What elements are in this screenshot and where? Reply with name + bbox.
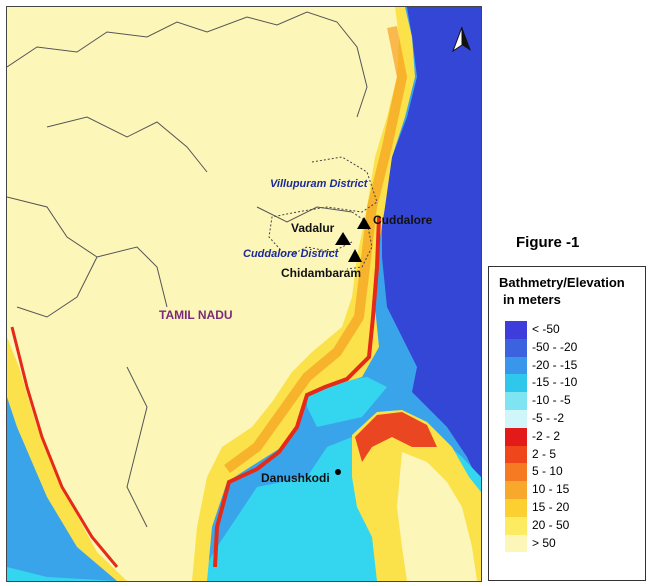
district-boundary-cuddalore [346,211,373,270]
figure-title: Figure -1 [516,234,580,251]
legend-label: -10 - -5 [532,393,571,408]
tamil-nadu-label: TAMIL NADU [159,308,233,322]
legend-label: -5 - -2 [532,410,565,425]
legend-label: -50 - -20 [532,339,578,354]
legend-label: 15 - 20 [532,499,570,514]
bathymetry-map [7,7,481,581]
legend-swatch [505,427,527,446]
legend-swatch [505,321,527,339]
vadalur-label: Vadalur [291,221,335,235]
danushkodi-label: Danushkodi [261,471,330,485]
villupuram-district-label: Villupuram District [270,178,368,190]
legend-label: -20 - -15 [532,357,578,372]
triangle-icon-vadalur [335,232,351,245]
legend-label: 5 - 10 [532,464,563,479]
map-frame: Villupuram District Cuddalore Vadalur Cu… [6,6,482,582]
legend-swatch [505,392,527,410]
legend-swatch [505,374,527,393]
legend-label: -2 - 2 [532,428,561,443]
land-interior [7,7,399,581]
cuddalore-label: Cuddalore [373,213,433,227]
cuddalore-district-label: Cuddalore District [243,248,339,260]
coast-orange-band [224,26,408,474]
legend-swatch [505,356,527,375]
legend-title: Bathmetry/Elevation in meters [499,274,625,308]
legend-swatch [505,409,527,428]
legend-swatch [505,445,527,464]
legend-label: -15 - -10 [532,375,578,390]
chidambaram-label: Chidambaram [281,266,362,280]
legend-label: > 50 [532,535,556,550]
sri-lanka-interior [397,452,477,581]
sri-lanka-red-band [355,412,437,462]
legend-label: 10 - 15 [532,482,570,497]
legend-label: 2 - 5 [532,446,557,461]
legend-swatch [505,498,527,517]
legend-swatch [505,463,527,482]
legend-title-line1: Bathmetry/Elevation [499,275,625,290]
triangle-icon-chidambaram [348,249,362,262]
legend-swatch [505,534,527,553]
district-boundary-villupuram [268,156,378,258]
legend-swatch [505,338,527,357]
state-boundary [7,11,368,528]
west-coast-red [10,326,119,568]
north-arrow-icon [451,26,471,53]
legend-swatch [505,516,527,535]
triangle-icon-cuddalore [357,217,371,229]
legend-label: < -50 [532,322,560,336]
danushkodi-marker [335,469,341,475]
legend: Bathmetry/Elevation in meters < -50 -50 … [488,266,646,581]
coast-red-band [213,216,381,568]
legend-title-line2: in meters [503,292,561,307]
legend-label: 20 - 50 [532,517,570,532]
legend-swatch [505,481,527,499]
